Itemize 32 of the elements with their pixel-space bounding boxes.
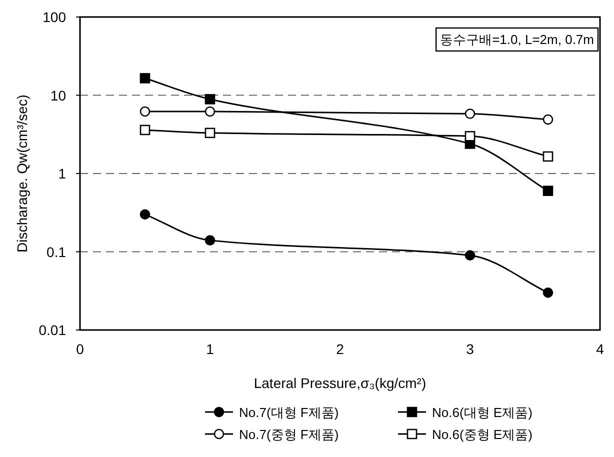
y-tick-label: 0.1	[46, 244, 66, 260]
point	[204, 94, 216, 104]
legend-label: No.7(중형 F제품)	[239, 427, 339, 442]
point	[204, 235, 216, 246]
legend-label: No.6(대형 E제품)	[432, 405, 532, 420]
x-tick-label: 1	[206, 341, 214, 357]
x-tick-label: 0	[76, 341, 84, 357]
x-tick-label: 4	[596, 341, 604, 357]
point	[464, 250, 476, 260]
x-tick-label: 3	[466, 341, 474, 357]
y-tick-label: 0.01	[38, 322, 66, 338]
point	[140, 124, 150, 136]
legend-label: No.6(중형 E제품)	[432, 427, 532, 442]
point	[542, 151, 554, 162]
y-tick-label: 1	[58, 166, 66, 182]
point	[140, 73, 150, 84]
point	[140, 209, 150, 220]
point	[542, 288, 554, 298]
point	[542, 114, 554, 125]
y-axis-title: Discharage. Qw(cm³/sec)	[14, 94, 30, 252]
point	[464, 108, 476, 119]
legend-label: No.7(대형 F제품)	[239, 405, 339, 420]
point	[204, 128, 216, 138]
y-tick-label: 100	[42, 9, 66, 25]
y-tick-label: 10	[50, 87, 66, 104]
x-tick-label: 2	[336, 341, 344, 357]
point	[464, 131, 476, 142]
x-axis-title: Lateral Pressure,σ₃(kg/cm²)	[254, 375, 426, 391]
point	[140, 106, 150, 117]
point	[204, 106, 216, 117]
annotation: 동수구배=1.0, L=2m, 0.7m	[440, 32, 594, 47]
point	[542, 186, 554, 196]
